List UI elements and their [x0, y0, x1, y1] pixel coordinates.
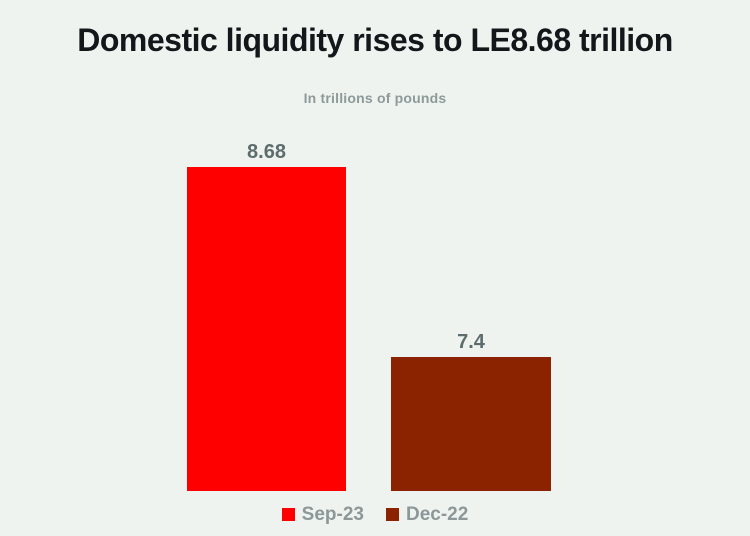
legend-item-sep-23: Sep-23 [281, 504, 364, 525]
bar-group-dec-22: 7.4 [391, 332, 551, 491]
legend-label-dec-22: Dec-22 [405, 504, 469, 525]
plot-area: 8.68 7.4 [0, 140, 750, 491]
bar-value-label-sep-23: 8.68 [247, 141, 286, 163]
legend-item-dec-22: Dec-22 [385, 504, 469, 525]
chart-title: Domestic liquidity rises to LE8.68 trill… [77, 22, 673, 58]
bar-dec-22 [391, 357, 551, 491]
bar-value-label-dec-22: 7.4 [457, 331, 485, 353]
chart-subtitle: In trillions of pounds [303, 90, 447, 106]
legend-swatch-sep-23 [281, 508, 295, 521]
legend-swatch-dec-22 [385, 508, 399, 521]
legend-label-sep-23: Sep-23 [301, 504, 364, 525]
bar-group-sep-23: 8.68 [187, 142, 346, 491]
bar-sep-23 [187, 167, 346, 491]
chart-legend: Sep-23 Dec-22 [0, 505, 750, 524]
